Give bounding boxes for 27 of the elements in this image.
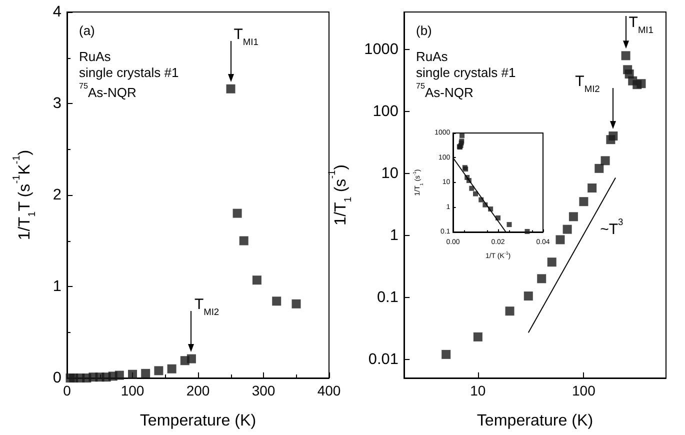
y-tick-label: 4 bbox=[52, 4, 62, 20]
annotation: (b) bbox=[416, 23, 432, 38]
x-tick-label: 100 bbox=[120, 382, 144, 399]
y-tick-label: 1 bbox=[52, 278, 62, 295]
y-axis-title: 1/T1T (s-1K-1) bbox=[11, 150, 38, 240]
x-tick-label: 400 bbox=[317, 382, 341, 399]
y-tick-label: 10 bbox=[381, 164, 398, 182]
y-tick-label: 100 bbox=[372, 102, 398, 120]
annotation: (a) bbox=[79, 23, 95, 38]
y-tick-label: 0.1 bbox=[376, 288, 398, 306]
annotation: RuAs bbox=[79, 49, 112, 64]
y-tick-label: 2 bbox=[52, 186, 62, 204]
x-tick-label: 200 bbox=[186, 382, 210, 399]
annotation: single crystals #1 bbox=[416, 65, 516, 80]
y-tick-label: 1000 bbox=[364, 40, 398, 58]
x-tick-label: 300 bbox=[252, 382, 276, 399]
y-tick-label: 0.01 bbox=[368, 350, 398, 368]
y-tick-label: 1 bbox=[390, 226, 398, 244]
x-tick-label: 100 bbox=[572, 382, 596, 399]
y-tick-label: 0 bbox=[52, 370, 62, 386]
x-tick-label: 10 bbox=[470, 382, 486, 399]
x-axis-title: Temperature (K) bbox=[476, 411, 594, 430]
x-tick-label: 0 bbox=[63, 382, 72, 399]
x-axis-title: Temperature (K) bbox=[140, 411, 256, 430]
y-tick-label: 3 bbox=[52, 95, 62, 112]
annotation: single crystals #1 bbox=[79, 65, 179, 80]
annotation: RuAs bbox=[416, 49, 448, 64]
